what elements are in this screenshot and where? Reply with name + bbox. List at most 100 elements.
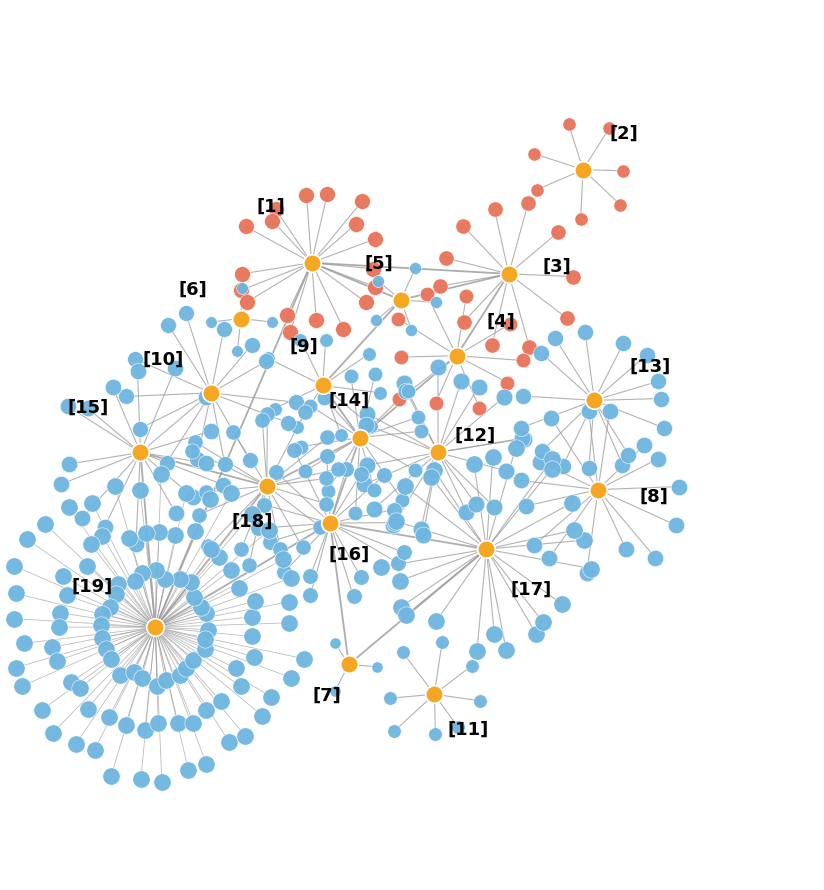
Point [245,507,258,522]
Point [199,456,213,470]
Point [387,724,400,739]
Point [255,413,269,427]
Point [96,607,109,621]
Point [353,431,367,445]
Point [186,490,199,505]
Point [216,478,229,492]
Point [535,346,548,360]
Point [138,723,152,737]
Point [246,337,259,352]
Point [96,631,109,645]
Point [98,520,111,534]
Point [428,687,441,701]
Point [55,477,68,491]
Point [236,281,249,295]
Point [109,587,122,601]
Point [619,541,632,555]
Point [263,522,276,537]
Point [159,572,172,587]
Point [171,716,185,730]
Text: [14]: [14] [328,392,369,409]
Point [199,632,212,646]
Text: [13]: [13] [630,358,671,376]
Point [21,532,34,546]
Point [84,538,97,552]
Point [232,580,246,595]
Point [420,287,433,302]
Point [398,479,411,493]
Point [401,384,414,398]
Point [133,445,147,459]
Point [335,428,348,442]
Point [324,516,337,530]
Point [290,420,303,434]
Point [316,378,330,392]
Point [500,464,513,478]
Point [355,194,368,208]
Point [654,392,667,406]
Point [139,525,152,539]
Point [652,451,665,465]
Point [160,456,173,470]
Point [128,665,141,679]
Point [129,574,142,588]
Point [46,726,59,740]
Point [285,671,298,685]
Point [517,389,530,403]
Point [95,619,108,633]
Point [396,493,409,507]
Point [457,314,471,328]
Point [174,572,187,587]
Point [265,214,279,228]
Point [53,620,66,635]
Point [179,306,192,320]
Point [580,565,593,579]
Point [249,594,262,608]
Point [432,360,445,375]
Point [129,537,143,551]
Point [135,566,148,580]
Point [455,374,468,388]
Point [485,337,499,352]
Point [548,331,561,345]
Point [187,653,200,668]
Point [460,289,473,303]
Point [282,595,295,609]
Point [278,565,291,579]
Point [368,367,382,381]
Point [303,570,316,584]
Text: [5]: [5] [364,255,393,273]
Point [405,322,418,336]
Point [501,376,514,390]
Point [62,500,75,514]
Point [622,448,635,462]
Point [562,117,575,132]
Point [514,421,527,435]
Point [317,391,330,405]
Point [148,620,162,635]
Point [202,539,215,554]
Point [180,486,193,500]
Text: [10]: [10] [142,351,184,368]
Point [522,196,535,210]
Point [429,396,442,410]
Point [432,445,445,459]
Point [225,485,238,499]
Point [45,640,59,654]
Point [439,251,452,265]
Text: [1]: [1] [256,198,285,216]
Point [583,461,596,475]
Point [204,315,218,329]
Point [61,399,74,413]
Point [592,482,605,497]
Point [321,484,334,498]
Point [354,466,368,481]
Point [113,668,126,682]
Point [658,421,671,435]
Point [229,661,242,676]
Point [514,473,527,488]
Point [199,485,213,499]
Point [350,216,363,231]
Point [391,555,405,570]
Point [260,479,274,493]
